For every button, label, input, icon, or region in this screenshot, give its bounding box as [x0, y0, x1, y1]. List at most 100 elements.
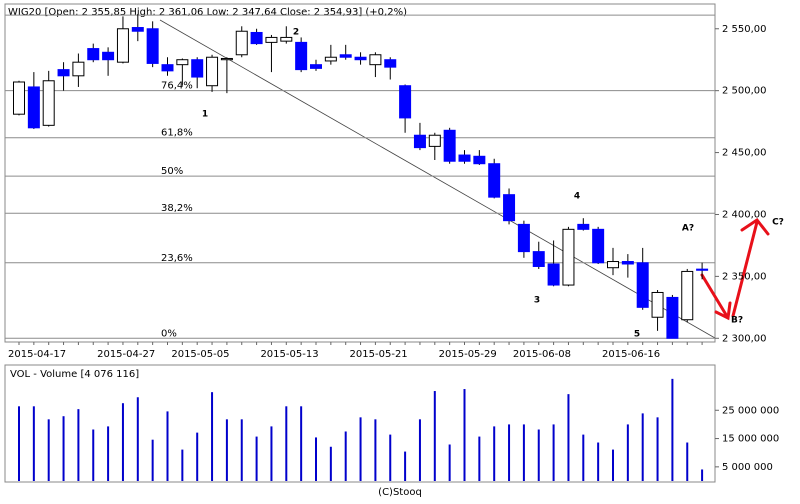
volume-bar	[92, 429, 95, 481]
volume-bar	[240, 419, 243, 481]
x-tick-label: 2015-05-13	[260, 349, 318, 360]
volume-bar	[181, 449, 184, 481]
volume-bar	[359, 417, 362, 481]
volume-bar	[270, 426, 273, 481]
candle-body	[72, 61, 85, 77]
y-tick-label: 2 400,00	[722, 209, 767, 220]
candle-body	[577, 223, 590, 230]
candle-body	[250, 31, 263, 45]
volume-bar	[686, 442, 689, 481]
volume-title: VOL - Volume [4 076 116]	[10, 369, 139, 380]
wave-label: 3	[534, 296, 540, 306]
volume-bar	[166, 411, 169, 481]
candle-body	[517, 223, 530, 253]
candle-body	[428, 134, 441, 147]
wave-label: A?	[682, 224, 694, 234]
volume-bar	[255, 436, 258, 481]
volume-bar	[418, 419, 421, 481]
volume-bar	[77, 409, 80, 481]
candle-body	[532, 251, 545, 267]
volume-panel	[4, 364, 716, 483]
fib-label: 23,6%	[161, 253, 193, 264]
y-tick-label: 2 300,00	[722, 333, 767, 344]
candle-body	[57, 69, 70, 77]
candle-body	[413, 134, 426, 149]
y-tick-label: 2 350,00	[722, 271, 767, 282]
volume-bar	[478, 436, 481, 481]
candle-body	[42, 80, 55, 126]
volume-bar	[196, 432, 199, 481]
candle-body	[220, 57, 233, 61]
candle-body	[295, 41, 308, 71]
wave-label: 5	[634, 330, 640, 340]
volume-bar	[315, 437, 317, 481]
trend-line	[159, 19, 716, 339]
volume-bar	[47, 419, 50, 481]
y-tick-label: 2 450,00	[722, 148, 767, 159]
x-tick-label: 2015-05-21	[350, 349, 408, 360]
candle-body	[27, 86, 40, 129]
y-tick-label: 15 000 000	[722, 434, 779, 445]
volume-bar	[641, 413, 644, 481]
volume-bar	[701, 469, 704, 481]
candle-body	[651, 291, 664, 318]
candle-body	[191, 59, 204, 78]
volume-bar	[300, 406, 303, 481]
x-tick-label: 2015-06-16	[602, 349, 660, 360]
candle-body	[666, 296, 679, 339]
volume-bar	[225, 419, 228, 481]
volume-bar	[448, 444, 451, 481]
candle-body	[399, 85, 412, 119]
volume-bar	[18, 406, 20, 481]
y-tick-label: 2 550,00	[722, 24, 767, 35]
volume-bar	[285, 406, 288, 481]
x-tick-label: 2015-04-17	[8, 349, 66, 360]
candle-body	[280, 36, 293, 42]
source: (C)Stooq	[378, 487, 422, 498]
candle-body	[13, 81, 25, 115]
volume-bar	[32, 406, 35, 481]
fib-label: 38,2%	[161, 203, 193, 214]
candle-body	[503, 194, 516, 222]
candle-body	[592, 228, 605, 264]
candle-body	[681, 270, 694, 321]
volume-bar	[522, 424, 525, 481]
volume-bar	[537, 429, 540, 481]
volume-bar	[433, 391, 436, 481]
candle-body	[310, 64, 322, 69]
volume-bar	[552, 424, 555, 481]
price-panel	[4, 3, 716, 343]
volume-bar	[374, 419, 377, 481]
volume-bar	[508, 424, 511, 481]
candle-body	[176, 59, 189, 66]
candle-body	[87, 48, 100, 61]
fib-label: 50%	[161, 166, 183, 177]
y-tick-label: 25 000 000	[722, 405, 779, 416]
volume-bar	[389, 434, 392, 481]
candle-body	[488, 163, 501, 198]
candle-body	[384, 59, 397, 68]
x-tick-label: 2015-05-05	[171, 349, 229, 360]
candle-body	[146, 28, 159, 64]
volume-bar	[329, 446, 332, 481]
candle-body	[369, 54, 382, 66]
volume-bar	[656, 417, 659, 481]
wave-label: 4	[574, 192, 580, 202]
volume-bar	[626, 424, 629, 481]
volume-bar	[107, 426, 110, 481]
y-tick-label: 2 500,00	[722, 86, 767, 97]
volume-bar	[582, 434, 585, 481]
candle-body	[131, 27, 144, 32]
volume-bar	[121, 403, 124, 481]
candle-body	[458, 154, 471, 162]
candle-body	[621, 261, 634, 265]
fib-label: 61,8%	[161, 128, 193, 139]
x-tick-label: 2015-06-08	[513, 349, 571, 360]
candle-body	[607, 261, 619, 269]
candle-body	[354, 56, 367, 61]
volume-bar	[344, 431, 347, 481]
volume-bar	[211, 392, 214, 481]
volume-bar	[612, 449, 614, 481]
